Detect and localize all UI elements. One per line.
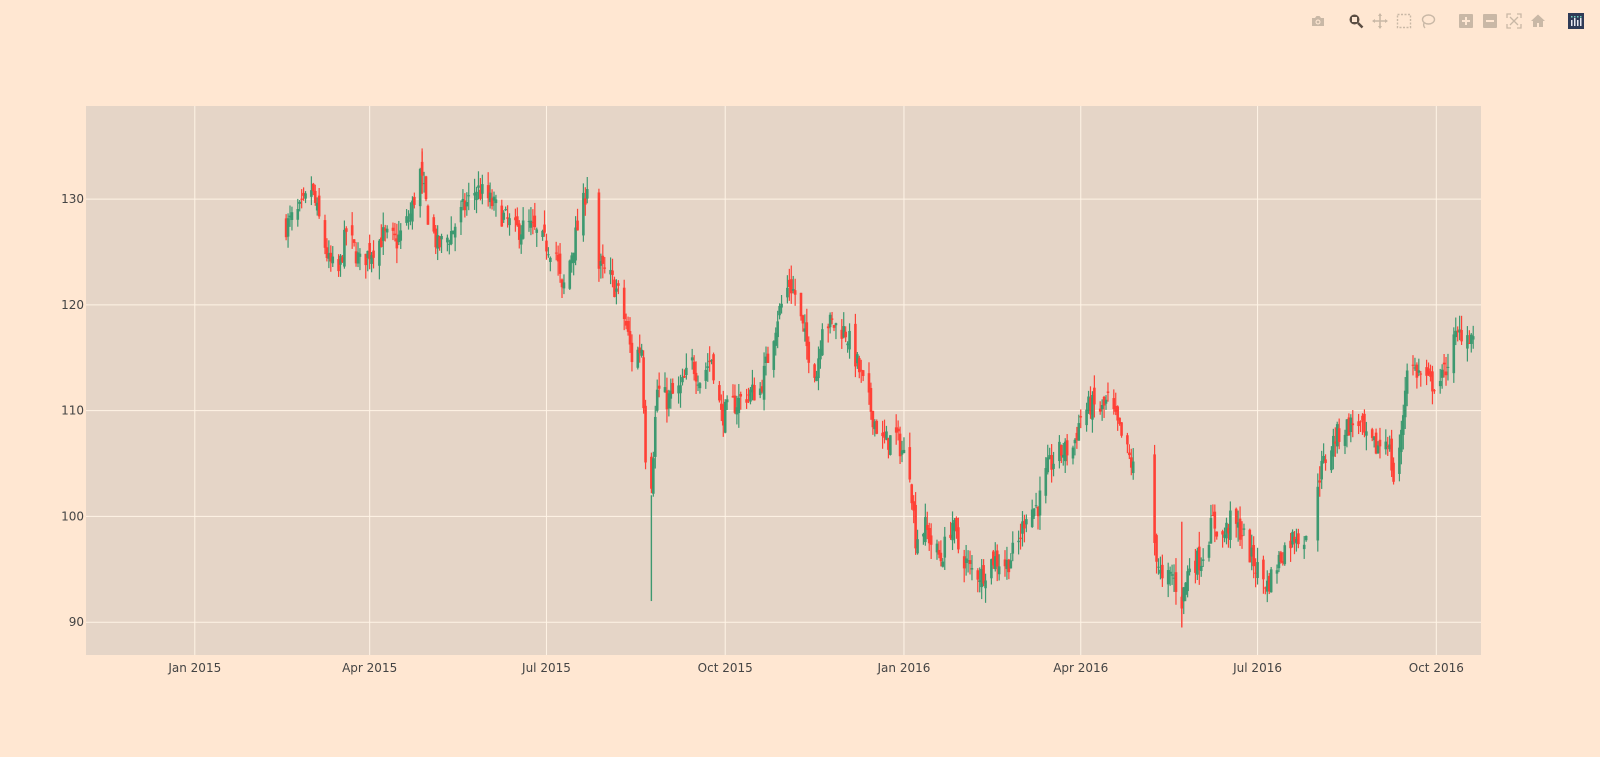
box-select-icon (1396, 13, 1412, 29)
y-tick-label: 130 (61, 192, 84, 206)
candlestick-series (284, 148, 1475, 628)
zoom-in-button[interactable] (1454, 9, 1478, 33)
modebar-group-logo (1564, 9, 1588, 33)
modebar-group-view (1454, 9, 1550, 33)
camera-icon (1312, 16, 1324, 26)
y-tick-label: 100 (61, 509, 84, 523)
y-tick-label: 120 (61, 298, 84, 312)
zoom-out-icon (1483, 14, 1497, 28)
home-icon (1531, 14, 1545, 27)
modebar (1292, 8, 1588, 34)
x-axis-ticks: Jan 2015 Apr 2015 Jul 2015 Oct 2015 Jan 2016… (167, 661, 1463, 675)
y-tick-label: 110 (61, 404, 84, 418)
x-tick-label: Jul 2016 (1232, 661, 1282, 675)
x-tick-label: Oct 2016 (1409, 661, 1464, 675)
x-tick-label: Jan 2015 (167, 661, 221, 675)
gridlines (86, 106, 1481, 655)
zoom-in-icon (1459, 14, 1473, 28)
lasso-select-button[interactable] (1416, 9, 1440, 33)
plotly-logo-link[interactable] (1564, 9, 1588, 33)
pan-button[interactable] (1368, 9, 1392, 33)
x-tick-label: Apr 2015 (342, 661, 397, 675)
x-tick-label: Jul 2015 (521, 661, 571, 675)
modebar-group-export (1306, 9, 1330, 33)
download-plot-button[interactable] (1306, 9, 1330, 33)
zoom-out-button[interactable] (1478, 9, 1502, 33)
autoscale-button[interactable] (1502, 9, 1526, 33)
lasso-icon (1421, 14, 1436, 29)
zoom-icon (1349, 14, 1364, 29)
box-select-button[interactable] (1392, 9, 1416, 33)
modebar-group-drag (1344, 9, 1440, 33)
y-tick-label: 90 (69, 615, 84, 629)
plotly-logo-icon (1568, 13, 1584, 29)
zoom-button[interactable] (1344, 9, 1368, 33)
pan-icon (1372, 13, 1388, 29)
y-axis-ticks: 90 100 110 120 130 (61, 192, 84, 629)
x-tick-label: Apr 2016 (1053, 661, 1108, 675)
x-tick-label: Oct 2015 (698, 661, 753, 675)
autoscale-icon (1506, 13, 1522, 29)
reset-axes-button[interactable] (1526, 9, 1550, 33)
x-tick-label: Jan 2016 (877, 661, 931, 675)
